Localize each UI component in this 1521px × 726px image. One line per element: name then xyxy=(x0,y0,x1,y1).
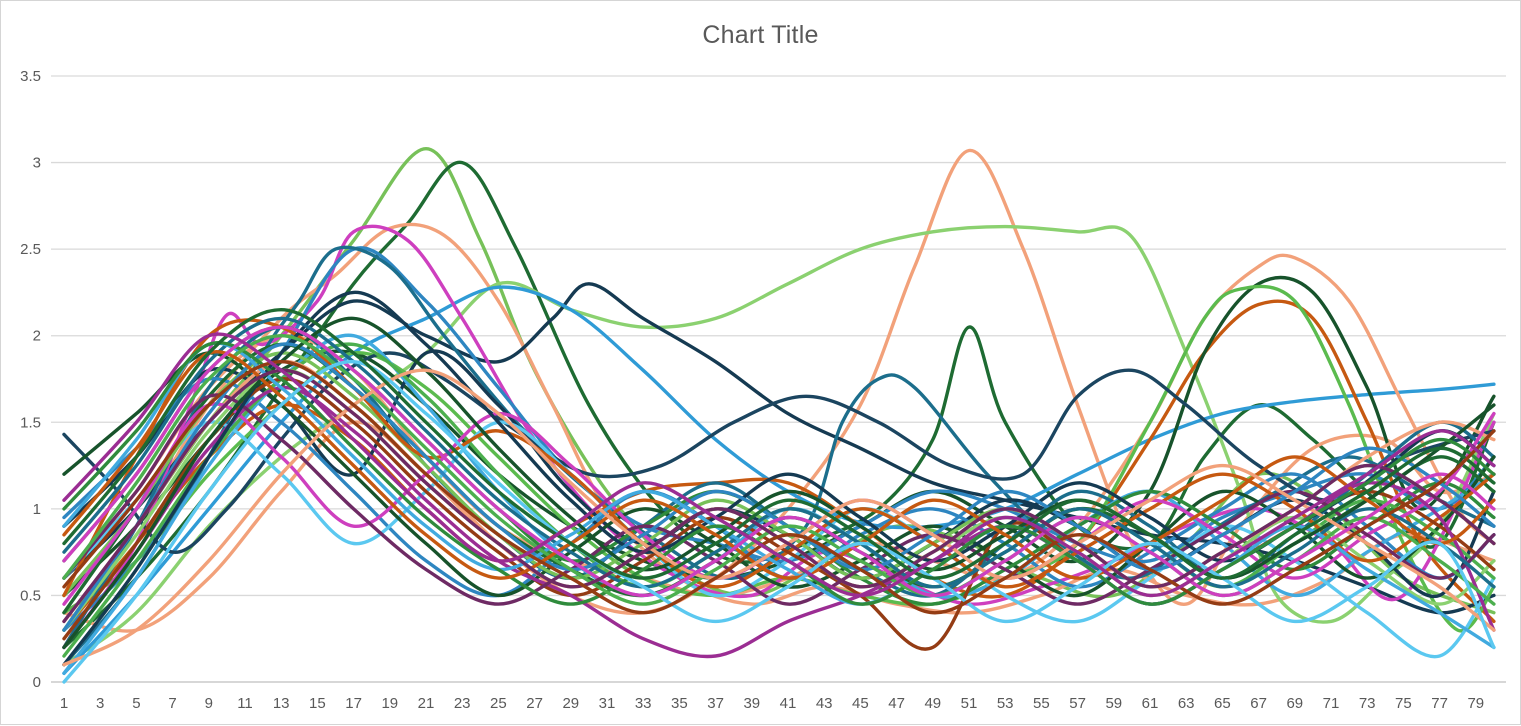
series-lines xyxy=(62,147,1496,684)
x-tick-label: 77 xyxy=(1431,695,1448,712)
x-tick-label: 27 xyxy=(526,695,543,712)
y-tick-label: 2 xyxy=(33,328,41,345)
x-tick-label: 3 xyxy=(96,695,104,712)
x-tick-label: 21 xyxy=(418,695,435,712)
x-tick-label: 19 xyxy=(381,695,398,712)
x-tick-label: 29 xyxy=(562,695,579,712)
x-tick-label: 15 xyxy=(309,695,326,712)
x-tick-label: 39 xyxy=(743,695,760,712)
y-tick-label: 3.5 xyxy=(20,68,41,85)
x-tick-label: 1 xyxy=(60,695,68,712)
x-tick-label: 47 xyxy=(888,695,905,712)
x-tick-label: 61 xyxy=(1142,695,1159,712)
series-line-series[interactable] xyxy=(62,359,1496,684)
y-tick-label: 2.5 xyxy=(20,241,41,258)
x-tick-label: 23 xyxy=(454,695,471,712)
x-tick-label: 31 xyxy=(599,695,616,712)
chart-title: Chart Title xyxy=(702,21,819,49)
x-tick-label: 65 xyxy=(1214,695,1231,712)
x-tick-label: 75 xyxy=(1395,695,1412,712)
series-line-series[interactable] xyxy=(62,420,1496,659)
x-tick-label: 9 xyxy=(205,695,213,712)
x-tick-label: 51 xyxy=(961,695,978,712)
series-line-series[interactable] xyxy=(62,308,1496,580)
series-line-series[interactable] xyxy=(62,393,1496,606)
x-tick-label: 45 xyxy=(852,695,869,712)
x-tick-label: 33 xyxy=(635,695,652,712)
x-tick-label: 71 xyxy=(1323,695,1340,712)
y-tick-label: 1.5 xyxy=(20,414,41,431)
series-line-series[interactable] xyxy=(62,360,1496,615)
x-tick-label: 55 xyxy=(1033,695,1050,712)
x-tick-label: 7 xyxy=(168,695,176,712)
x-tick-label: 59 xyxy=(1105,695,1122,712)
series-line-series[interactable] xyxy=(62,368,1496,667)
x-tick-label: 53 xyxy=(997,695,1014,712)
x-tick-label: 11 xyxy=(237,695,253,712)
y-axis-labels: 0 0.5 1 1.5 2 2.5 3 3.5 xyxy=(20,68,41,691)
x-tick-label: 49 xyxy=(924,695,941,712)
x-tick-label: 79 xyxy=(1467,695,1484,712)
x-tick-label: 63 xyxy=(1178,695,1195,712)
x-axis-labels: 1 3 5 7 9 11 13 15 17 19 21 23 25 27 29 31 33 35 37 39 41 43 4… xyxy=(60,695,1484,712)
series-line-series[interactable] xyxy=(62,351,1496,598)
x-tick-label: 17 xyxy=(345,695,362,712)
y-tick-label: 1 xyxy=(33,501,41,518)
series-line-series[interactable] xyxy=(62,325,1496,598)
y-tick-label: 3 xyxy=(33,155,41,172)
x-tick-label: 13 xyxy=(273,695,290,712)
y-tick-label: 0 xyxy=(33,674,41,691)
x-tick-label: 5 xyxy=(132,695,140,712)
y-tick-label: 0.5 xyxy=(20,587,41,604)
x-tick-label: 69 xyxy=(1286,695,1303,712)
series-line-series[interactable] xyxy=(62,342,1496,632)
series-line-series[interactable] xyxy=(62,332,1496,598)
series-line-series[interactable] xyxy=(62,341,1496,650)
x-tick-label: 35 xyxy=(671,695,688,712)
x-tick-label: 67 xyxy=(1250,695,1267,712)
x-tick-label: 73 xyxy=(1359,695,1376,712)
series-line-series[interactable] xyxy=(62,316,1496,589)
x-tick-label: 25 xyxy=(490,695,507,712)
x-tick-label: 41 xyxy=(780,695,797,712)
x-tick-label: 57 xyxy=(1069,695,1086,712)
x-tick-label: 37 xyxy=(707,695,724,712)
x-tick-label: 43 xyxy=(816,695,833,712)
